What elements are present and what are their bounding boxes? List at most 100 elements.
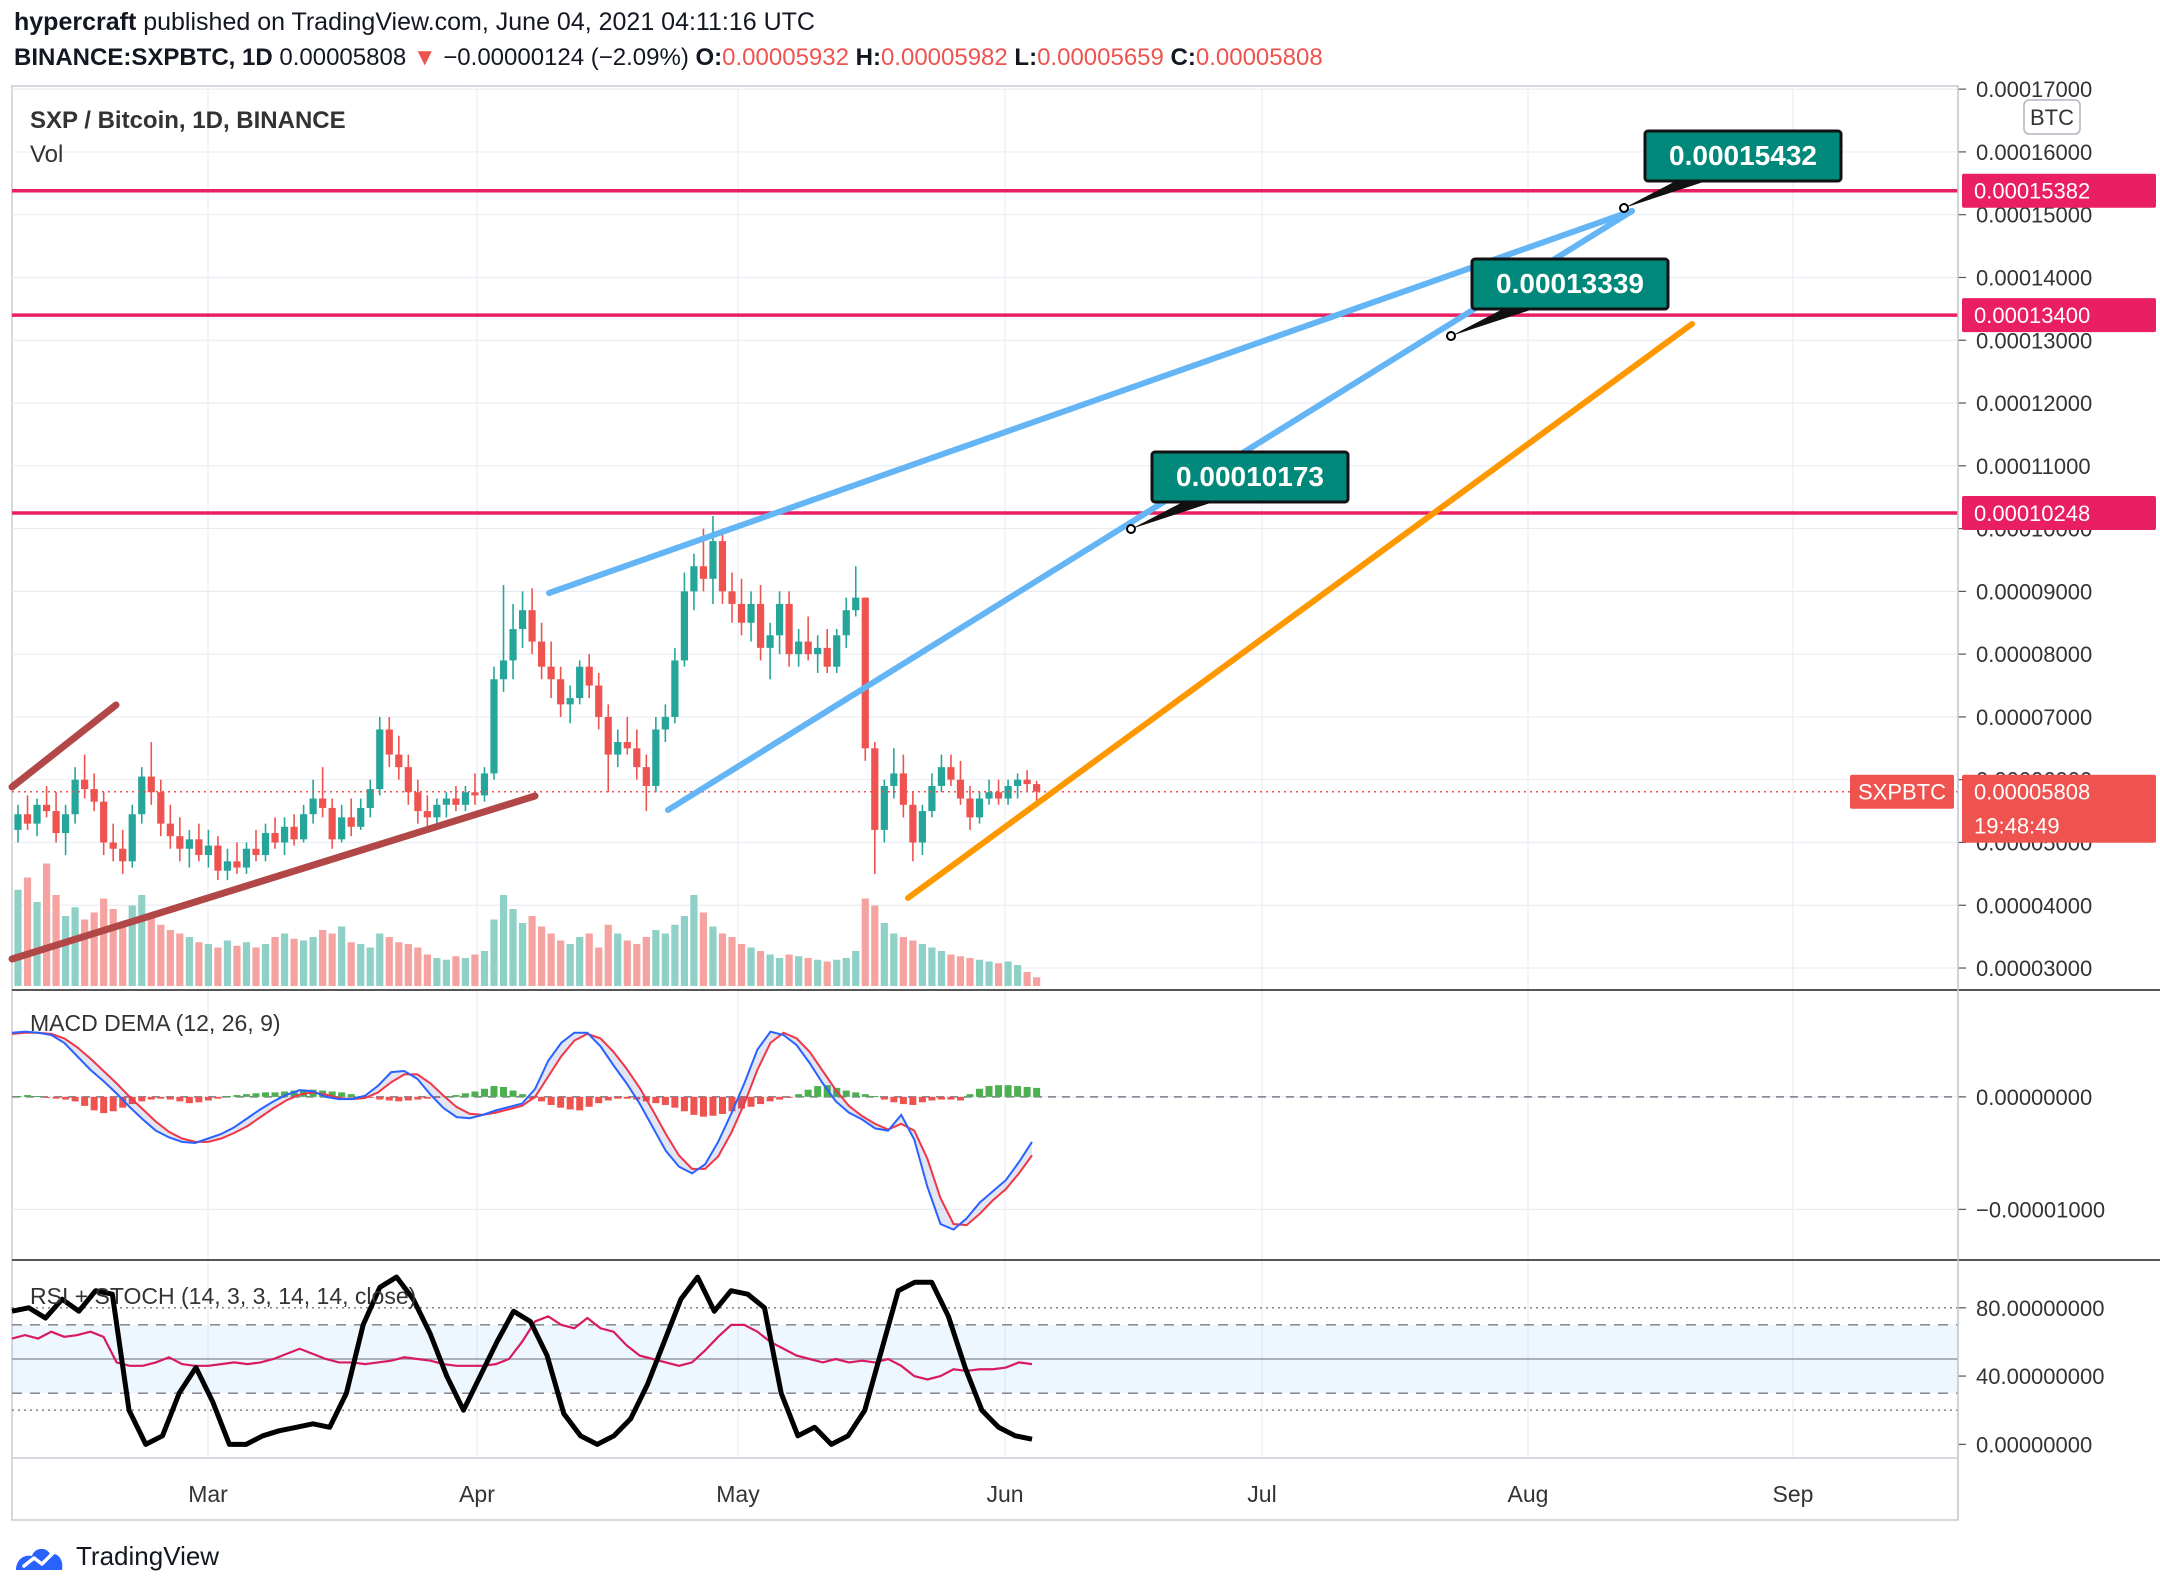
volume-bar (480, 951, 489, 986)
candle-body (518, 610, 527, 630)
candle-body (833, 635, 841, 667)
macd-hist-bar (90, 1096, 98, 1111)
volume-bar (642, 937, 650, 986)
volume-bar (652, 930, 660, 986)
candle-body (509, 629, 517, 661)
macd-hist-bar (185, 1096, 193, 1104)
candle-body (414, 792, 422, 812)
candle-body (176, 836, 184, 849)
macd-hist-bar (509, 1090, 517, 1097)
macd-hist-bar (471, 1091, 479, 1097)
volume-label: Vol (30, 141, 63, 168)
candle-body (185, 839, 193, 849)
price-tick-label: 0.00008000 (1976, 642, 2092, 667)
volume-bar (395, 942, 403, 986)
macd-tick-label: −0.00001000 (1976, 1197, 2105, 1222)
macd-hist-bar (490, 1086, 498, 1097)
macd-hist-bar (1023, 1086, 1031, 1097)
volume-bar (204, 944, 212, 986)
macd-hist-bar (43, 1096, 51, 1098)
volume-bar (471, 954, 479, 986)
volume-bar (585, 933, 593, 986)
candle-body (633, 748, 641, 768)
volume-bar (328, 933, 336, 986)
price-tick-label: 0.00009000 (1976, 579, 2092, 604)
x-tick-label: Jun (986, 1481, 1023, 1507)
candle-body (661, 716, 669, 730)
macd-hist-bar (985, 1086, 993, 1097)
volume-bar (776, 958, 784, 986)
volume-bar (899, 937, 907, 986)
macd-hist-bar (71, 1096, 79, 1102)
tradingview-brand: TradingView (76, 1541, 220, 1571)
price-tick-label: 0.00014000 (1976, 265, 2092, 290)
volume-bar (709, 926, 717, 986)
macd-hist-bar (233, 1095, 241, 1097)
volume-bar (566, 944, 574, 986)
candle-body (138, 776, 146, 815)
volume-bar (404, 944, 412, 986)
candle-body (909, 804, 917, 843)
volume-bar (699, 912, 708, 986)
open-label: O: (695, 44, 723, 71)
macd-hist-bar (557, 1096, 565, 1108)
macd-hist-bar (899, 1096, 907, 1105)
macd-hist-bar (404, 1096, 412, 1101)
macd-hist-bar (918, 1096, 926, 1103)
volume-bar (385, 937, 393, 986)
volume-bar (42, 863, 51, 986)
symbol-label: BINANCE:SXPBTC, 1D (14, 44, 273, 71)
rsi-tick-label: 80.00000000 (1976, 1296, 2104, 1321)
volume-bar (357, 944, 365, 986)
volume-bar (300, 940, 308, 986)
macd-hist-bar (519, 1094, 527, 1097)
candle-body (328, 807, 336, 840)
volume-bar (909, 940, 917, 986)
volume-bar (147, 916, 155, 986)
macd-hist-bar (480, 1088, 488, 1097)
macd-hist-bar (995, 1085, 1003, 1097)
volume-bar (737, 944, 746, 986)
macd-hist-bar (690, 1096, 698, 1115)
candle-body (100, 801, 108, 843)
x-tick-label: Sep (1773, 1481, 1814, 1507)
tradingview-footer[interactable]: TradingView (14, 1541, 219, 1572)
macd-hist-bar (166, 1096, 174, 1100)
candle-body (956, 779, 965, 799)
candle-body (528, 610, 536, 642)
candle-body (442, 798, 450, 805)
volume-bar (185, 937, 193, 986)
volume-bar (956, 956, 965, 986)
candle-body (652, 729, 660, 786)
x-tick-label: Mar (188, 1481, 228, 1507)
volume-bar (62, 916, 70, 986)
symbol-price-tag (1850, 774, 1954, 809)
macd-hist-bar (109, 1096, 117, 1112)
candle-body (214, 845, 222, 871)
macd-hist-bar (138, 1096, 146, 1102)
volume-bar (309, 937, 317, 986)
volume-bar (290, 938, 298, 986)
down-arrow-icon: ▼ (412, 44, 437, 71)
candle-body (71, 779, 79, 815)
volume-bar (338, 926, 346, 986)
macd-hist-bar (709, 1096, 717, 1116)
candle-body (576, 666, 584, 699)
volume-bar (347, 942, 355, 986)
candle-body (699, 566, 708, 579)
macd-hist-bar (423, 1096, 431, 1099)
last-price-label: 0.00005808 (1974, 780, 2090, 805)
macd-hist-bar (176, 1096, 184, 1102)
macd-hist-bar (595, 1096, 603, 1104)
candle-body (233, 861, 241, 868)
x-tick-label: Aug (1508, 1481, 1549, 1507)
low-label: L: (1014, 44, 1038, 71)
volume-bar (747, 947, 755, 986)
author-name[interactable]: hypercraft (14, 8, 137, 36)
volume-bar (890, 933, 898, 986)
volume-bar (623, 940, 631, 986)
candle-body (452, 798, 460, 805)
candle-body (728, 591, 736, 604)
candle-body (566, 698, 574, 705)
